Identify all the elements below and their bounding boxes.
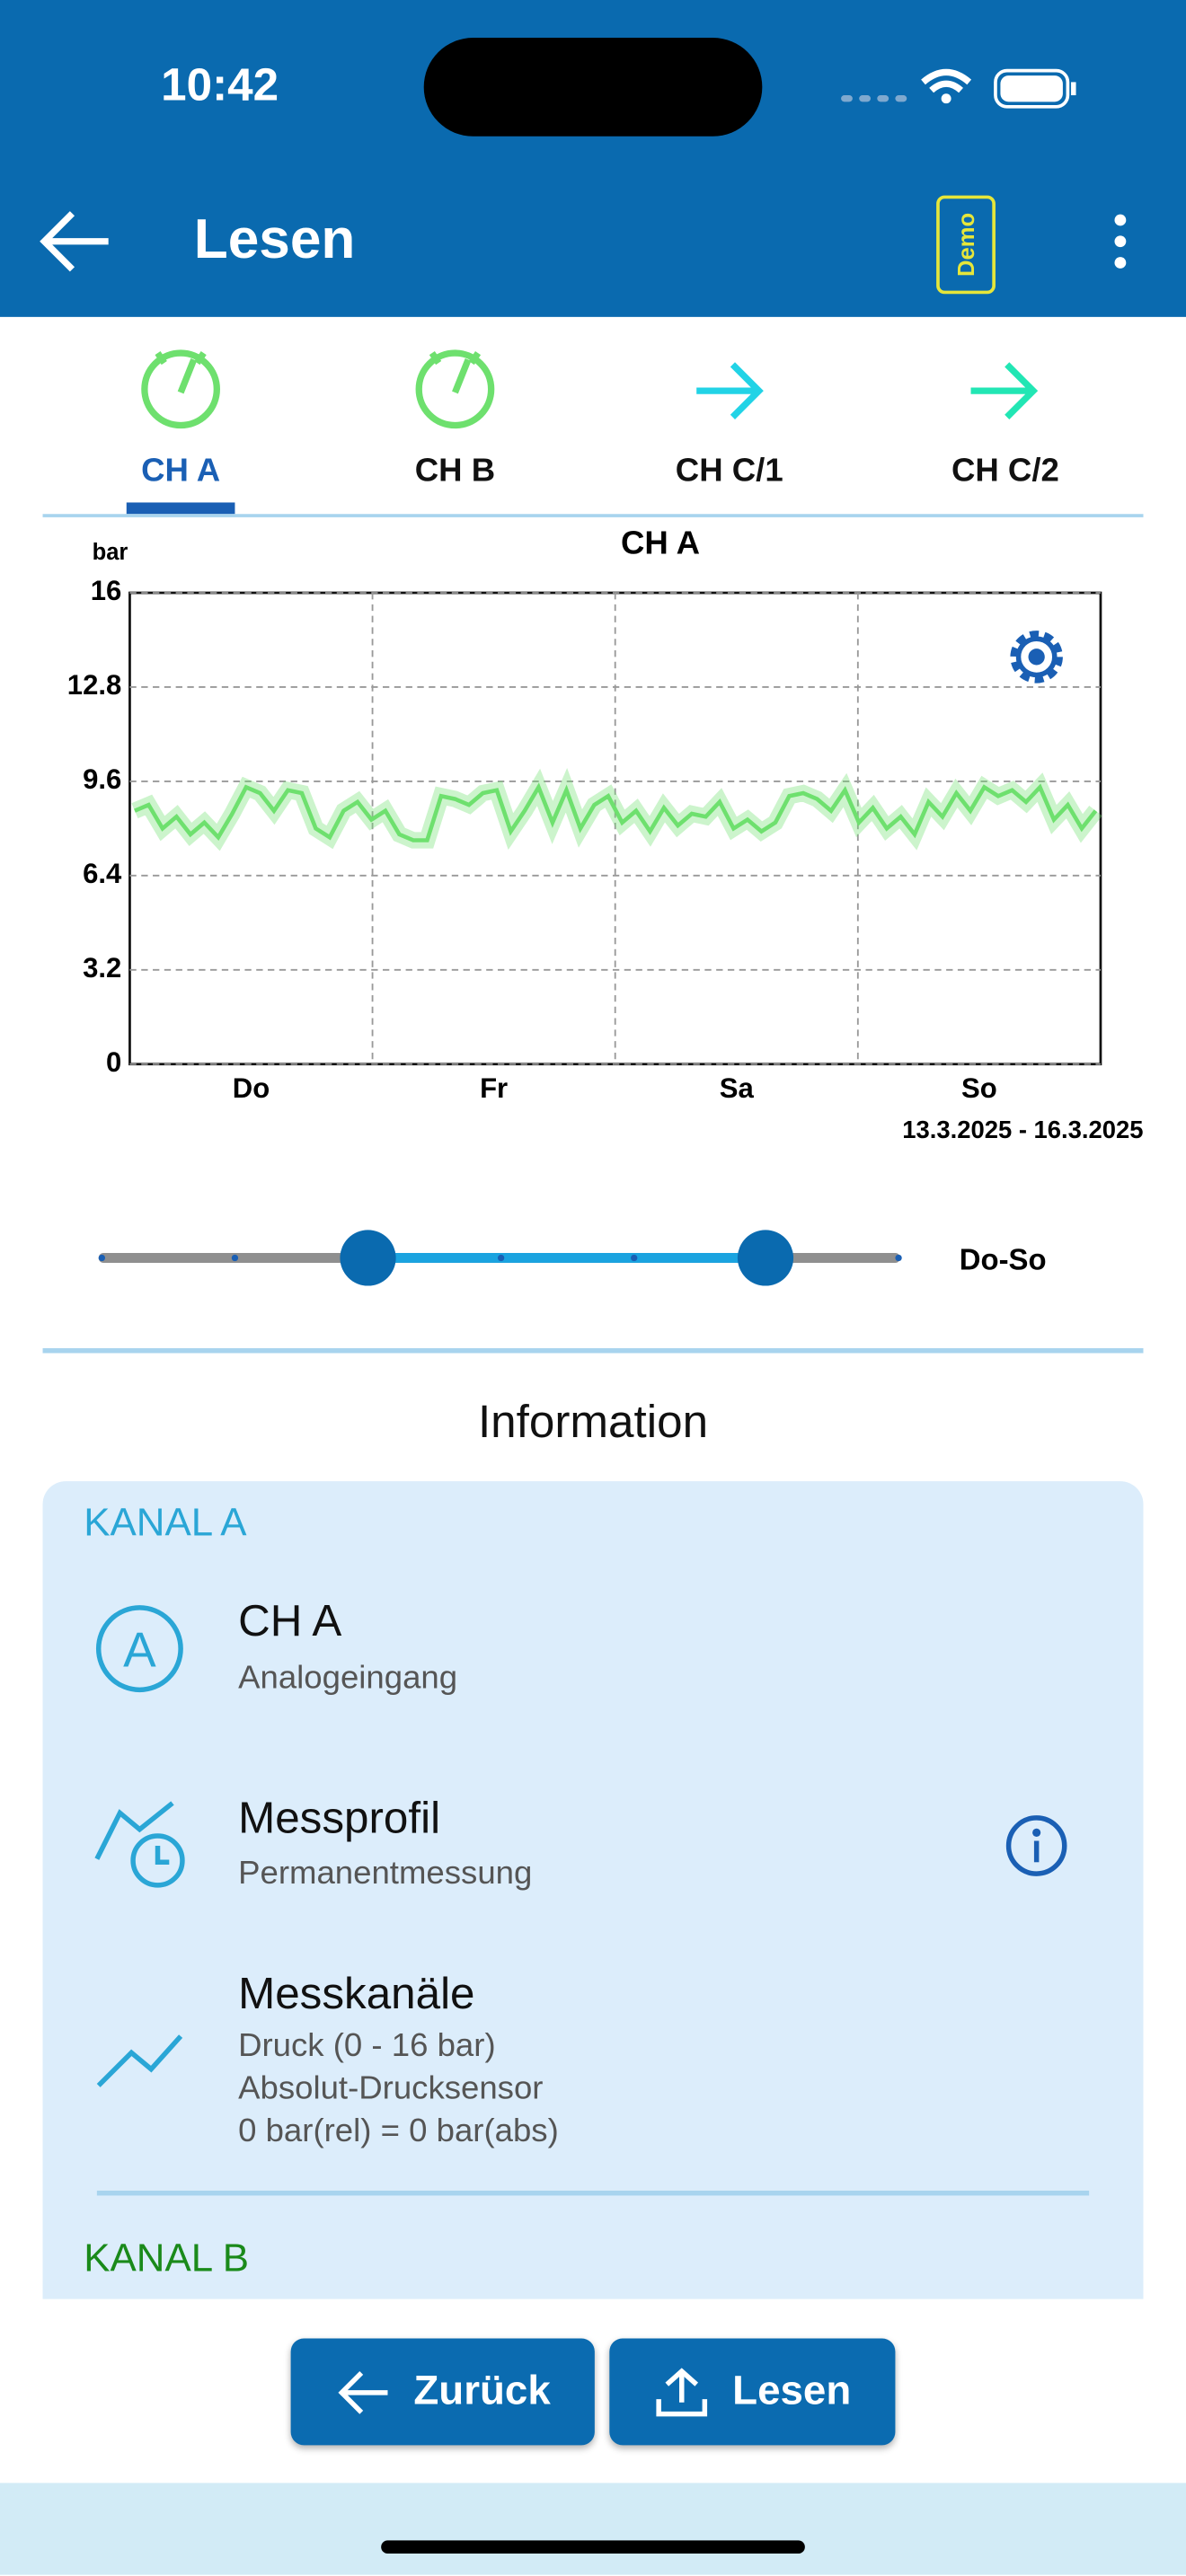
date-range: 13.3.2025 - 16.3.2025 bbox=[902, 1116, 1143, 1143]
y-axis-label: bar bbox=[93, 540, 128, 565]
x-tick-label: Sa bbox=[720, 1072, 755, 1104]
divider bbox=[42, 1348, 1144, 1354]
x-tick-label: Fr bbox=[480, 1072, 508, 1104]
tab[interactable]: CH A bbox=[141, 453, 221, 490]
back-label: Zurück bbox=[413, 2368, 551, 2414]
back-button[interactable]: Zurück bbox=[290, 2338, 595, 2446]
svg-text:A: A bbox=[123, 1622, 156, 1678]
item-line: Permanentmessung bbox=[238, 1855, 533, 1892]
demo-text: Demo bbox=[952, 212, 979, 277]
tab-icons bbox=[141, 349, 1039, 429]
channel-icon: A bbox=[95, 1605, 183, 1693]
y-tick-label: 6.4 bbox=[83, 858, 122, 889]
read-button[interactable]: Lesen bbox=[609, 2338, 896, 2446]
item-title: CH A bbox=[238, 1596, 342, 1645]
demo-badge: Demo bbox=[936, 195, 996, 295]
back-icon bbox=[338, 2370, 388, 2413]
info-card bbox=[42, 1481, 1144, 2299]
item-title: Messkanäle bbox=[238, 1969, 475, 2018]
page-title: Lesen bbox=[193, 208, 356, 271]
item-line: Druck (0 - 16 bar) bbox=[238, 2027, 496, 2065]
x-tick-label: Do bbox=[233, 1072, 270, 1104]
status-icons bbox=[841, 68, 1076, 109]
tab[interactable]: CH B bbox=[414, 453, 496, 490]
y-tick-label: 9.6 bbox=[83, 763, 121, 795]
bottom-bar bbox=[0, 2483, 1186, 2575]
tab[interactable]: CH C/1 bbox=[675, 453, 783, 490]
slider-label: Do-So bbox=[959, 1243, 1047, 1276]
x-tick-label: So bbox=[961, 1072, 997, 1104]
item-line: Absolut-Drucksensor bbox=[238, 2070, 544, 2107]
dynamic-island bbox=[423, 38, 763, 137]
line bbox=[134, 782, 1098, 842]
y-tick-label: 3.2 bbox=[83, 952, 121, 984]
chart-title: CH A bbox=[621, 525, 700, 561]
divider bbox=[96, 2190, 1090, 2196]
channels-icon bbox=[96, 2034, 183, 2087]
tab-divider bbox=[42, 514, 1144, 517]
item-line: 0 bar(rel) = 0 bar(abs) bbox=[238, 2113, 559, 2150]
y-tick-label: 16 bbox=[91, 575, 122, 606]
section-label: KANAL B bbox=[84, 2236, 249, 2281]
y-tick-label: 0 bbox=[106, 1046, 121, 1078]
home-indicator bbox=[381, 2540, 805, 2554]
range-slider[interactable] bbox=[82, 1223, 919, 1297]
tab-indicator bbox=[126, 502, 235, 515]
item-title: Messprofil bbox=[238, 1793, 441, 1843]
info-title: Information bbox=[477, 1396, 709, 1447]
back-arrow[interactable] bbox=[36, 206, 115, 278]
clock: 10:42 bbox=[161, 58, 279, 110]
info-button[interactable] bbox=[1004, 1813, 1069, 1878]
section-label: KANAL A bbox=[84, 1501, 247, 1546]
profile-icon bbox=[94, 1801, 185, 1888]
settings-gear[interactable] bbox=[1010, 631, 1063, 684]
chart: bar CH A 13.3.2025 - 16.3.2025 0 3.2 6.4 9.… bbox=[67, 525, 1144, 1143]
upload-icon bbox=[656, 2367, 707, 2416]
item-line: Analogeingang bbox=[238, 1660, 458, 1697]
read-label: Lesen bbox=[732, 2368, 852, 2414]
tab[interactable]: CH C/2 bbox=[951, 453, 1059, 490]
y-tick-label: 12.8 bbox=[67, 669, 122, 701]
menu[interactable] bbox=[1111, 214, 1130, 269]
